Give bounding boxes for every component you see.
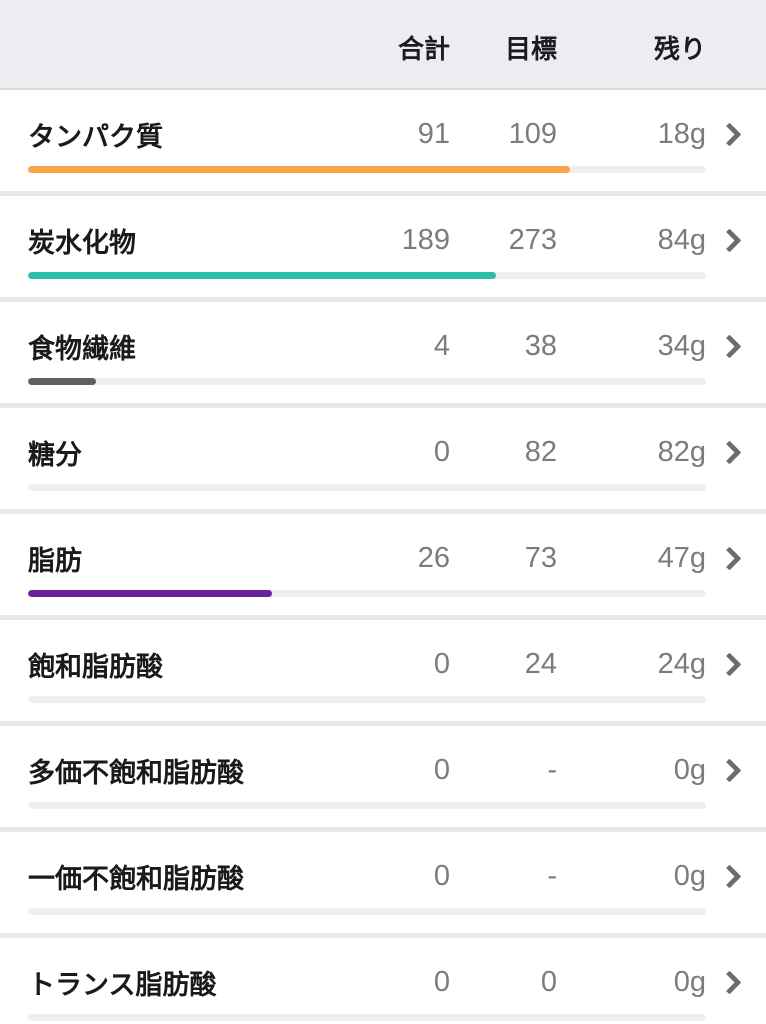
chevron-cell	[706, 333, 742, 359]
nutrient-row-line: 一価不飽和脂肪酸 0 - 0g	[28, 858, 742, 894]
nutrient-row-line: トランス脂肪酸 0 0 0g	[28, 964, 742, 1000]
row-separator	[0, 933, 766, 938]
chevron-right-icon	[717, 121, 742, 147]
remaining-value: 34g	[657, 329, 706, 362]
goal-value: 273	[508, 223, 557, 256]
chevron-cell	[706, 121, 742, 147]
nutrient-row[interactable]: トランス脂肪酸 0 0 0g	[0, 938, 766, 1024]
row-separator	[0, 721, 766, 726]
goal-value: -	[547, 753, 557, 786]
chevron-cell	[706, 439, 742, 465]
nutrient-label: 炭水化物	[28, 227, 136, 258]
nutrient-row[interactable]: 一価不飽和脂肪酸 0 - 0g	[0, 832, 766, 933]
chevron-right-icon	[717, 227, 742, 253]
chevron-cell	[706, 757, 742, 783]
total-value: 4	[433, 329, 450, 362]
progress-bar-fill	[28, 166, 571, 173]
progress-bar-track	[28, 908, 706, 915]
row-separator	[0, 297, 766, 302]
nutrient-row-line: タンパク質 91 109 18g	[28, 116, 742, 152]
remaining-value: 47g	[657, 541, 706, 574]
nutrient-row[interactable]: 飽和脂肪酸 0 24 24g	[0, 620, 766, 721]
goal-value: 38	[524, 329, 557, 362]
goal-value: 82	[524, 435, 557, 468]
nutrient-row[interactable]: 糖分 0 82 82g	[0, 408, 766, 509]
row-separator	[0, 509, 766, 514]
chevron-cell	[706, 651, 742, 677]
chevron-right-icon	[717, 439, 742, 465]
nutrient-row[interactable]: タンパク質 91 109 18g	[0, 90, 766, 191]
progress-bar-track	[28, 590, 706, 597]
chevron-right-icon	[717, 969, 742, 995]
total-value: 0	[433, 647, 450, 680]
nutrient-label: 糖分	[28, 439, 82, 470]
table-header: 合計 目標 残り	[0, 0, 766, 90]
progress-bar-fill	[28, 378, 96, 385]
chevron-cell	[706, 969, 742, 995]
nutrient-label: 飽和脂肪酸	[28, 651, 163, 682]
remaining-value: 82g	[657, 435, 706, 468]
chevron-right-icon	[717, 545, 742, 571]
chevron-right-icon	[717, 651, 742, 677]
chevron-cell	[706, 227, 742, 253]
remaining-value: 0g	[673, 859, 706, 892]
nutrient-row[interactable]: 食物繊維 4 38 34g	[0, 302, 766, 403]
nutrient-label: トランス脂肪酸	[28, 969, 217, 1000]
progress-bar-fill	[28, 272, 496, 279]
goal-value: 73	[524, 541, 557, 574]
row-separator	[0, 403, 766, 408]
header-goal: 目標	[504, 33, 557, 64]
total-value: 91	[417, 117, 450, 150]
nutrient-row[interactable]: 脂肪 26 73 47g	[0, 514, 766, 615]
nutrient-row-line: 脂肪 26 73 47g	[28, 540, 742, 576]
chevron-right-icon	[717, 757, 742, 783]
progress-bar-track	[28, 378, 706, 385]
header-remaining: 残り	[653, 33, 706, 64]
nutrient-row-line: 多価不飽和脂肪酸 0 - 0g	[28, 752, 742, 788]
total-value: 26	[417, 541, 450, 574]
nutrient-row-line: 糖分 0 82 82g	[28, 434, 742, 470]
progress-bar-track	[28, 272, 706, 279]
nutrient-row[interactable]: 多価不飽和脂肪酸 0 - 0g	[0, 726, 766, 827]
total-value: 0	[433, 435, 450, 468]
goal-value: 0	[540, 965, 557, 998]
nutrient-label: 一価不飽和脂肪酸	[28, 863, 244, 894]
nutrient-label: 食物繊維	[28, 333, 136, 364]
chevron-right-icon	[717, 863, 742, 889]
remaining-value: 84g	[657, 223, 706, 256]
chevron-cell	[706, 545, 742, 571]
nutrient-label: 脂肪	[28, 545, 82, 576]
total-value: 0	[433, 753, 450, 786]
remaining-value: 24g	[657, 647, 706, 680]
nutrient-row-line: 飽和脂肪酸 0 24 24g	[28, 646, 742, 682]
nutrient-row-line: 食物繊維 4 38 34g	[28, 328, 742, 364]
progress-bar-track	[28, 484, 706, 491]
nutrient-list: タンパク質 91 109 18g 炭水化物 189 273 84g	[0, 90, 766, 1024]
progress-bar-fill	[28, 590, 273, 597]
goal-value: 24	[524, 647, 557, 680]
remaining-value: 0g	[673, 965, 706, 998]
remaining-value: 18g	[657, 117, 706, 150]
goal-value: 109	[508, 117, 557, 150]
progress-bar-track	[28, 1014, 706, 1021]
row-separator	[0, 827, 766, 832]
nutrient-row-line: 炭水化物 189 273 84g	[28, 222, 742, 258]
total-value: 189	[401, 223, 450, 256]
row-separator	[0, 191, 766, 196]
progress-bar-track	[28, 166, 706, 173]
progress-bar-track	[28, 696, 706, 703]
nutrient-label: タンパク質	[28, 121, 163, 152]
total-value: 0	[433, 859, 450, 892]
goal-value: -	[547, 859, 557, 892]
chevron-cell	[706, 863, 742, 889]
remaining-value: 0g	[673, 753, 706, 786]
header-total: 合計	[397, 33, 450, 64]
total-value: 0	[433, 965, 450, 998]
nutrient-row[interactable]: 炭水化物 189 273 84g	[0, 196, 766, 297]
chevron-right-icon	[717, 333, 742, 359]
nutrient-label: 多価不飽和脂肪酸	[28, 757, 244, 788]
row-separator	[0, 615, 766, 620]
progress-bar-track	[28, 802, 706, 809]
